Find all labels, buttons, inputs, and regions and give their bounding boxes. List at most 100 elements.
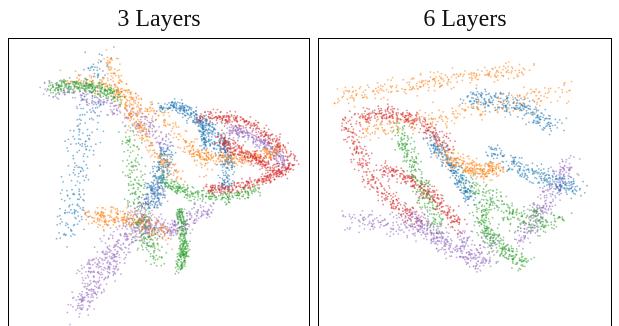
scatter-point — [203, 117, 206, 120]
scatter-point — [219, 150, 222, 153]
scatter-point — [76, 223, 79, 226]
scatter-point — [204, 143, 206, 146]
scatter-point — [129, 146, 132, 148]
scatter-point — [286, 159, 288, 161]
scatter-point — [186, 184, 189, 187]
scatter-point — [100, 110, 102, 113]
scatter-point — [249, 176, 251, 179]
scatter-point — [206, 124, 208, 127]
scatter-point — [110, 75, 113, 77]
scatter-point — [129, 217, 131, 220]
scatter-point — [162, 165, 165, 168]
scatter-point — [251, 134, 253, 136]
scatter-point — [161, 196, 164, 199]
scatter-point — [83, 296, 86, 299]
scatter-point — [237, 191, 240, 194]
scatter-point — [222, 154, 224, 157]
scatter-point — [227, 152, 230, 154]
scatter-point — [256, 137, 258, 139]
scatter-point — [146, 219, 149, 222]
scatter-point — [107, 79, 109, 82]
scatter-point — [85, 291, 88, 294]
scatter-point — [118, 256, 121, 259]
scatter-point — [134, 212, 136, 215]
scatter-point — [112, 80, 114, 83]
scatter-point — [268, 142, 271, 145]
scatter-point — [233, 165, 236, 168]
scatter-point — [170, 232, 173, 235]
scatter-point — [177, 170, 180, 173]
scatter-point — [141, 205, 144, 208]
scatter-point — [93, 285, 96, 287]
scatter-point — [219, 176, 221, 179]
scatter-point — [83, 179, 86, 182]
scatter-point — [60, 80, 63, 83]
scatter-point — [198, 175, 201, 178]
scatter-point — [125, 253, 128, 256]
scatter-point — [227, 121, 230, 124]
scatter-point — [163, 262, 166, 265]
scatter-point — [255, 131, 257, 134]
scatter-point — [187, 242, 190, 245]
scatter-point — [216, 144, 219, 147]
scatter-point — [196, 159, 199, 162]
scatter-point — [139, 190, 142, 193]
scatter-point — [128, 139, 131, 142]
scatter-point — [92, 79, 94, 82]
scatter-point — [156, 231, 159, 234]
scatter-point — [47, 85, 50, 87]
scatter-point — [105, 97, 108, 100]
scatter-point — [116, 90, 118, 93]
scatter-point — [137, 154, 139, 156]
scatter-point — [244, 197, 246, 200]
scatter-point — [138, 148, 141, 150]
scatter-point — [131, 108, 133, 110]
scatter-point — [72, 233, 74, 235]
scatter-point — [106, 256, 108, 259]
scatter-point — [231, 168, 233, 171]
scatter-point — [183, 104, 185, 107]
scatter-point — [214, 188, 217, 191]
scatter-point — [110, 263, 112, 266]
scatter-point — [179, 177, 182, 180]
scatter-point — [131, 98, 134, 100]
scatter-point — [94, 66, 96, 68]
scatter-point — [148, 202, 150, 205]
scatter-point — [214, 199, 217, 201]
scatter-point — [164, 119, 167, 122]
scatter-point — [99, 99, 101, 101]
scatter-point — [158, 181, 161, 184]
scatter-point — [93, 291, 96, 293]
scatter-point — [98, 53, 101, 56]
scatter-point — [252, 140, 255, 143]
scatter-point — [101, 80, 103, 83]
scatter-point — [109, 87, 112, 90]
scatter-point — [106, 90, 108, 93]
scatter-point — [164, 239, 167, 241]
scatter-point — [136, 131, 139, 133]
scatter-point — [110, 92, 112, 95]
scatter-point — [117, 81, 120, 84]
scatter-point — [137, 179, 140, 182]
scatter-point — [84, 145, 87, 148]
scatter-point — [160, 151, 163, 154]
scatter-point — [201, 116, 204, 119]
scatter-point — [74, 70, 77, 73]
scatter-point — [64, 93, 66, 96]
scatter-point — [158, 163, 161, 166]
scatter-point — [153, 231, 156, 233]
scatter-point — [179, 191, 182, 194]
scatter-point — [211, 191, 214, 194]
scatter-point — [141, 130, 144, 132]
scatter-point — [165, 136, 167, 138]
scatter-point — [90, 75, 93, 78]
scatter-point — [204, 195, 207, 197]
scatter-point — [149, 125, 151, 128]
scatter-point — [52, 96, 55, 98]
scatter-point — [82, 107, 85, 110]
scatter-point — [97, 101, 100, 103]
scatter-point — [89, 67, 92, 69]
scatter-point — [166, 161, 169, 163]
scatter-point — [75, 309, 77, 311]
scatter-point — [131, 228, 134, 231]
